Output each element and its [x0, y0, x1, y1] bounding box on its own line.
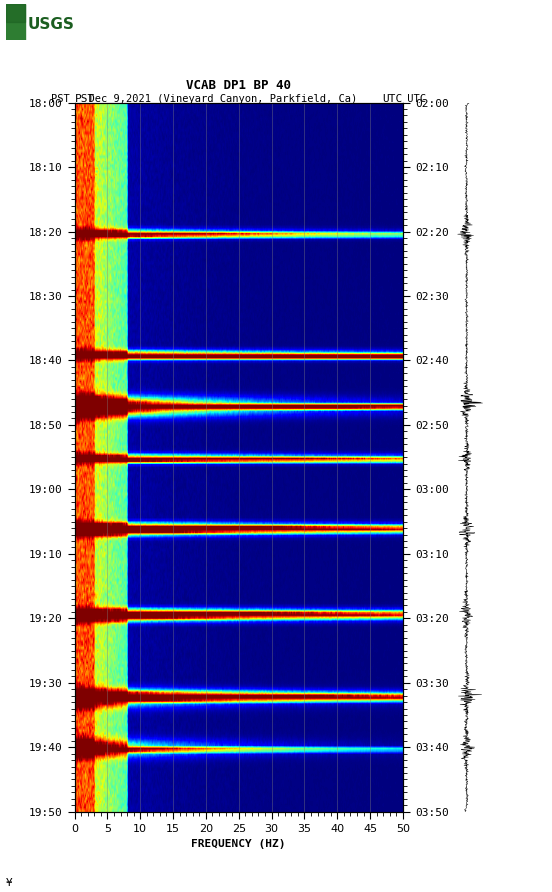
- Text: USGS: USGS: [28, 17, 75, 31]
- Text: PST: PST: [75, 95, 95, 104]
- Bar: [6, 4, 25, 22]
- Text: ¥: ¥: [6, 878, 12, 888]
- Text: VCAB DP1 BP 40: VCAB DP1 BP 40: [186, 78, 291, 92]
- Bar: [6, 4, 25, 40]
- Text: PST   Dec 9,2021 (Vineyard Canyon, Parkfield, Ca)        UTC: PST Dec 9,2021 (Vineyard Canyon, Parkfie…: [51, 95, 426, 104]
- X-axis label: FREQUENCY (HZ): FREQUENCY (HZ): [192, 839, 286, 849]
- Text: UTC: UTC: [383, 95, 403, 104]
